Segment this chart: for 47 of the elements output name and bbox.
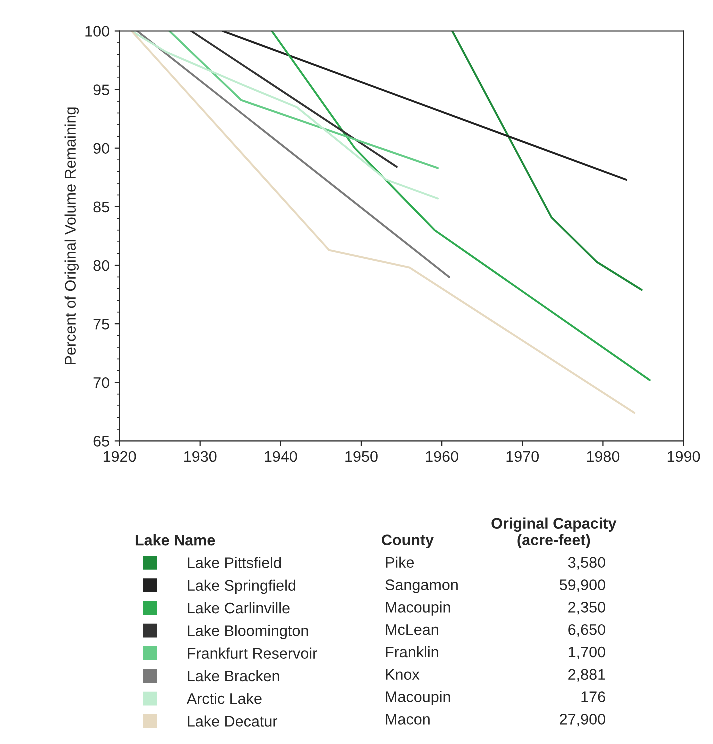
text: Knox xyxy=(386,669,420,680)
text: Sangamon xyxy=(386,580,458,594)
y-tick-label: 65 xyxy=(94,436,110,447)
y-axis-title: Percent of Original Volume Remaining xyxy=(64,108,80,364)
legend-label: Frankfurt Reservoir xyxy=(188,648,318,659)
line-series xyxy=(130,31,636,414)
y-tick-label: 100 xyxy=(86,26,110,37)
x-tick-label: 1980 xyxy=(587,451,620,462)
text: 1,700 xyxy=(568,646,606,660)
y-tick-label: 75 xyxy=(94,319,110,330)
y-tick-label: 90 xyxy=(94,143,110,154)
text: Macoupin xyxy=(386,691,450,706)
legend-label: Lake Springfield xyxy=(188,580,296,594)
legend-label: Lake Bracken xyxy=(188,670,280,682)
text: 6,650 xyxy=(568,624,606,638)
x-tick-label: 1960 xyxy=(426,451,458,462)
text: McLean xyxy=(386,624,438,636)
x-tick-label: 1930 xyxy=(184,451,217,462)
text: Macoupin xyxy=(386,602,450,616)
x-tick-label: 1940 xyxy=(265,451,298,462)
legend-label: Lake Carlinville xyxy=(188,602,290,614)
y-tick-label: 80 xyxy=(94,260,110,272)
text: County xyxy=(382,534,434,549)
legend-label: Arctic Lake xyxy=(186,693,262,704)
x-tick-label: 1920 xyxy=(104,451,136,462)
line-series xyxy=(452,31,643,292)
y-tick-label: 85 xyxy=(94,202,110,213)
legend-title: Lake Name xyxy=(136,534,216,546)
text: Macon xyxy=(386,714,430,725)
y-tick-label: 70 xyxy=(94,377,110,388)
text: Pike xyxy=(386,556,414,568)
legend-label: Lake Pittsfield xyxy=(188,557,282,568)
text: 27,900 xyxy=(560,714,606,727)
text: 176 xyxy=(582,692,606,702)
text: 2,881 xyxy=(568,669,606,682)
y-tick-label: 95 xyxy=(94,84,110,96)
legend-label: Lake Decatur xyxy=(188,716,278,727)
x-tick-label: 1990 xyxy=(668,451,700,462)
text: 2,350 xyxy=(568,602,606,615)
text: Original Capacity (acre-feet) xyxy=(492,518,617,549)
text: 3,580 xyxy=(568,557,606,570)
legend-label: Lake Bloomington xyxy=(188,625,308,640)
text: 59,900 xyxy=(560,580,606,592)
text: Franklin xyxy=(386,646,438,658)
x-tick-label: 1950 xyxy=(346,451,378,462)
line-series xyxy=(271,31,651,382)
x-tick-label: 1970 xyxy=(506,451,540,462)
